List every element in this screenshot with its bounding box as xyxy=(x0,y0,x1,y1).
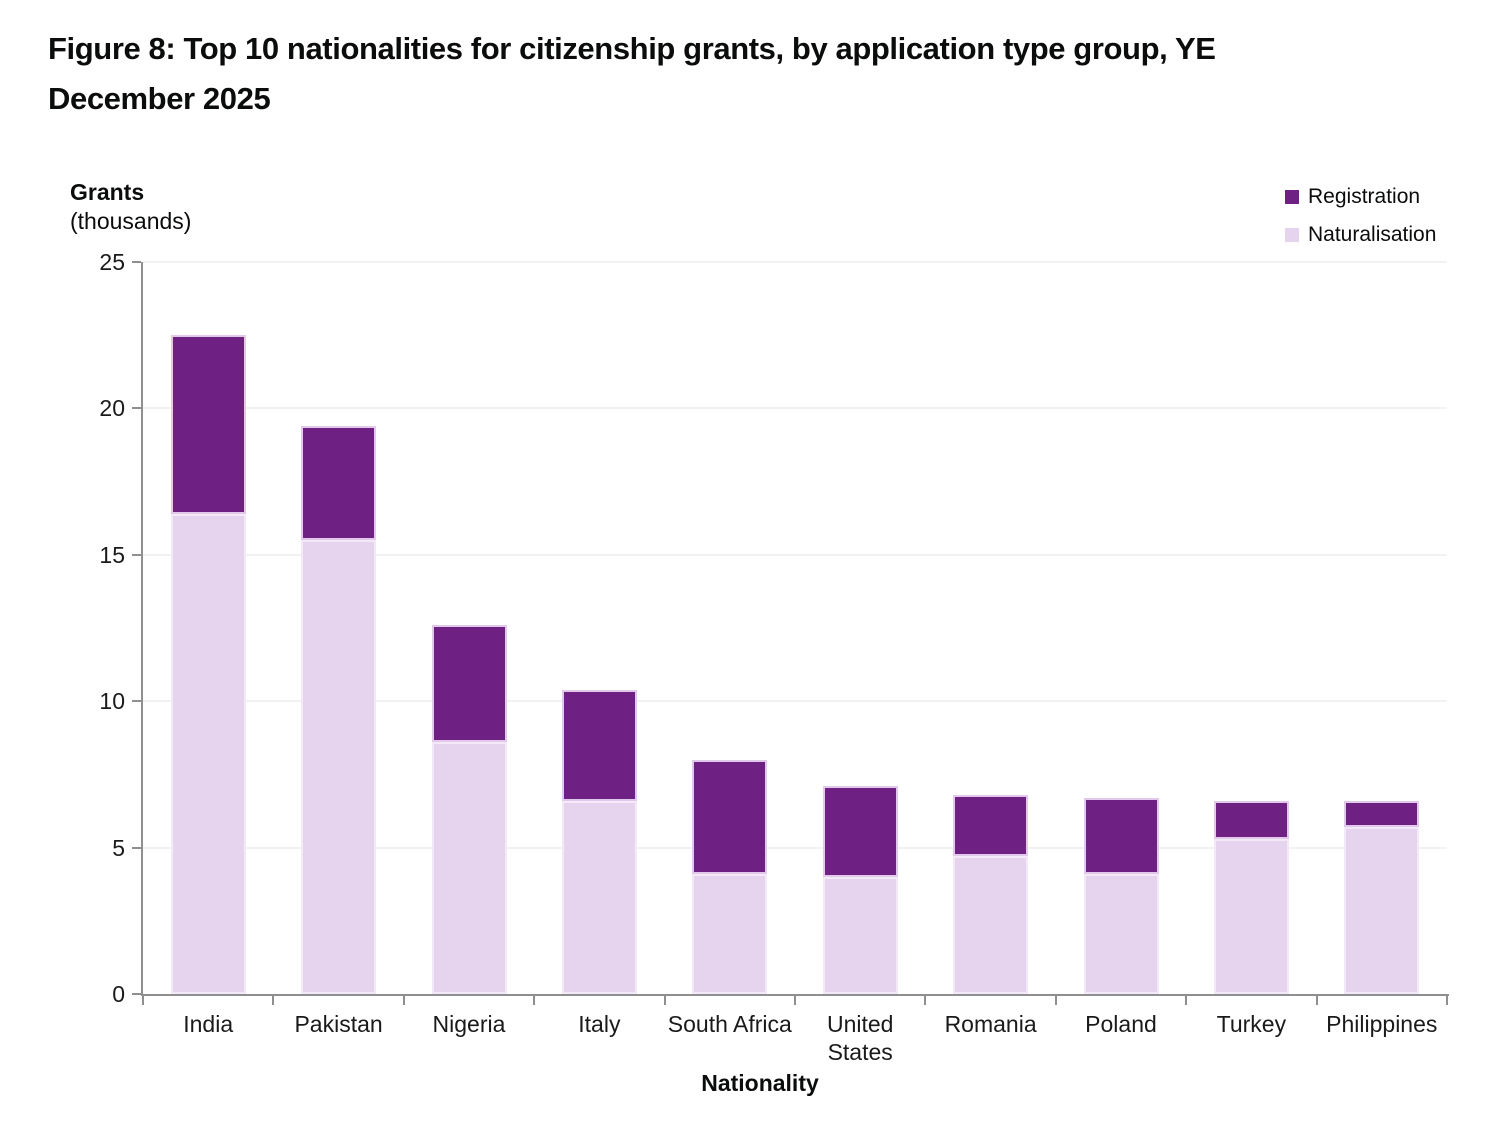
bar-registration-india xyxy=(170,335,246,514)
figure-title: Figure 8: Top 10 nationalities for citiz… xyxy=(48,24,1468,124)
bar-registration-united-states xyxy=(822,786,898,877)
bar-registration-italy xyxy=(561,689,637,801)
registration-swatch-icon xyxy=(1285,190,1299,204)
bar-registration-nigeria xyxy=(431,625,507,743)
bar-registration-south-africa xyxy=(692,759,768,874)
x-axis-tick-10 xyxy=(1446,996,1448,1005)
x-axis-tick-0 xyxy=(142,996,144,1005)
gridline-y-5 xyxy=(143,846,1447,849)
bar-naturalisation-italy xyxy=(561,800,637,994)
y-tick-label-0: 0 xyxy=(112,981,125,1007)
x-axis-title: Nationality xyxy=(701,1070,819,1096)
x-tick-label-united-states: United States xyxy=(826,1011,894,1065)
bar-registration-turkey xyxy=(1213,800,1289,839)
gridline-y-20 xyxy=(143,407,1447,410)
figure-title-line-2: December 2025 xyxy=(48,81,271,116)
y-tick-label-20: 20 xyxy=(99,395,125,422)
bar-naturalisation-south-africa xyxy=(692,873,768,994)
x-tick-label-india: India xyxy=(183,1011,234,1037)
bar-registration-romania xyxy=(953,794,1029,857)
gridline-y-25 xyxy=(143,261,1447,263)
x-axis-tick-4 xyxy=(663,996,666,1005)
y-axis-tick-20 xyxy=(132,407,141,410)
y-axis-tick-5 xyxy=(132,846,141,849)
gridline-y-15 xyxy=(143,553,1447,556)
y-axis-tick-15 xyxy=(132,553,141,556)
x-axis-tick-9 xyxy=(1315,996,1318,1005)
y-axis-tick-25 xyxy=(132,261,141,263)
legend-item-registration: Registration xyxy=(1285,182,1436,212)
bar-naturalisation-philippines xyxy=(1344,827,1420,994)
x-axis-tick-1 xyxy=(272,996,275,1005)
x-axis-tick-8 xyxy=(1185,996,1188,1005)
legend: Registration Naturalisation xyxy=(1285,182,1436,258)
bar-naturalisation-turkey xyxy=(1213,838,1289,994)
legend-label-naturalisation: Naturalisation xyxy=(1308,223,1437,246)
x-tick-label-romania: Romania xyxy=(944,1011,1037,1037)
legend-label-registration: Registration xyxy=(1308,185,1421,208)
y-axis-title: Grants (thousands) xyxy=(70,178,191,236)
y-tick-label-10: 10 xyxy=(99,688,125,715)
bar-registration-philippines xyxy=(1344,800,1420,828)
x-tick-label-poland: Poland xyxy=(1085,1011,1157,1037)
x-tick-label-turkey: Turkey xyxy=(1216,1011,1287,1037)
x-axis-line xyxy=(141,994,1449,996)
x-axis-tick-3 xyxy=(533,996,536,1005)
x-tick-label-south-africa: South Africa xyxy=(667,1011,792,1037)
naturalisation-swatch-icon xyxy=(1285,228,1299,242)
legend-item-naturalisation: Naturalisation xyxy=(1285,220,1436,250)
bar-naturalisation-pakistan xyxy=(301,540,377,994)
x-axis-tick-6 xyxy=(924,996,927,1005)
bar-naturalisation-poland xyxy=(1083,873,1159,994)
y-axis-title-units: (thousands) xyxy=(70,208,192,234)
bar-naturalisation-united-states xyxy=(822,876,898,994)
plot-area: 0 5 10 15 20 25 India Pakistan Nigeria Italy South… xyxy=(99,249,1449,1065)
y-tick-label-25: 25 xyxy=(99,249,125,275)
x-tick-label-pakistan: Pakistan xyxy=(294,1011,383,1037)
x-tick-label-philippines: Philippines xyxy=(1326,1011,1438,1037)
gridline-y-10 xyxy=(143,700,1447,703)
figure-title-line-1: Figure 8: Top 10 nationalities for citiz… xyxy=(48,31,1216,66)
y-axis-title-main: Grants xyxy=(70,179,145,205)
y-tick-label-15: 15 xyxy=(99,541,125,568)
x-axis-tick-7 xyxy=(1054,996,1057,1005)
y-axis-line xyxy=(141,262,143,996)
x-axis-tick-2 xyxy=(402,996,405,1005)
bar-registration-poland xyxy=(1083,797,1159,874)
x-axis-tick-5 xyxy=(794,996,796,1005)
bar-naturalisation-romania xyxy=(953,856,1029,994)
x-tick-label-italy: Italy xyxy=(578,1011,621,1037)
y-axis-tick-10 xyxy=(132,700,141,703)
bar-naturalisation-india xyxy=(170,513,246,994)
bar-registration-pakistan xyxy=(301,425,377,541)
y-axis-tick-0 xyxy=(132,993,141,995)
bar-naturalisation-nigeria xyxy=(431,742,507,994)
y-tick-label-5: 5 xyxy=(112,834,125,861)
x-tick-label-nigeria: Nigeria xyxy=(432,1011,506,1037)
